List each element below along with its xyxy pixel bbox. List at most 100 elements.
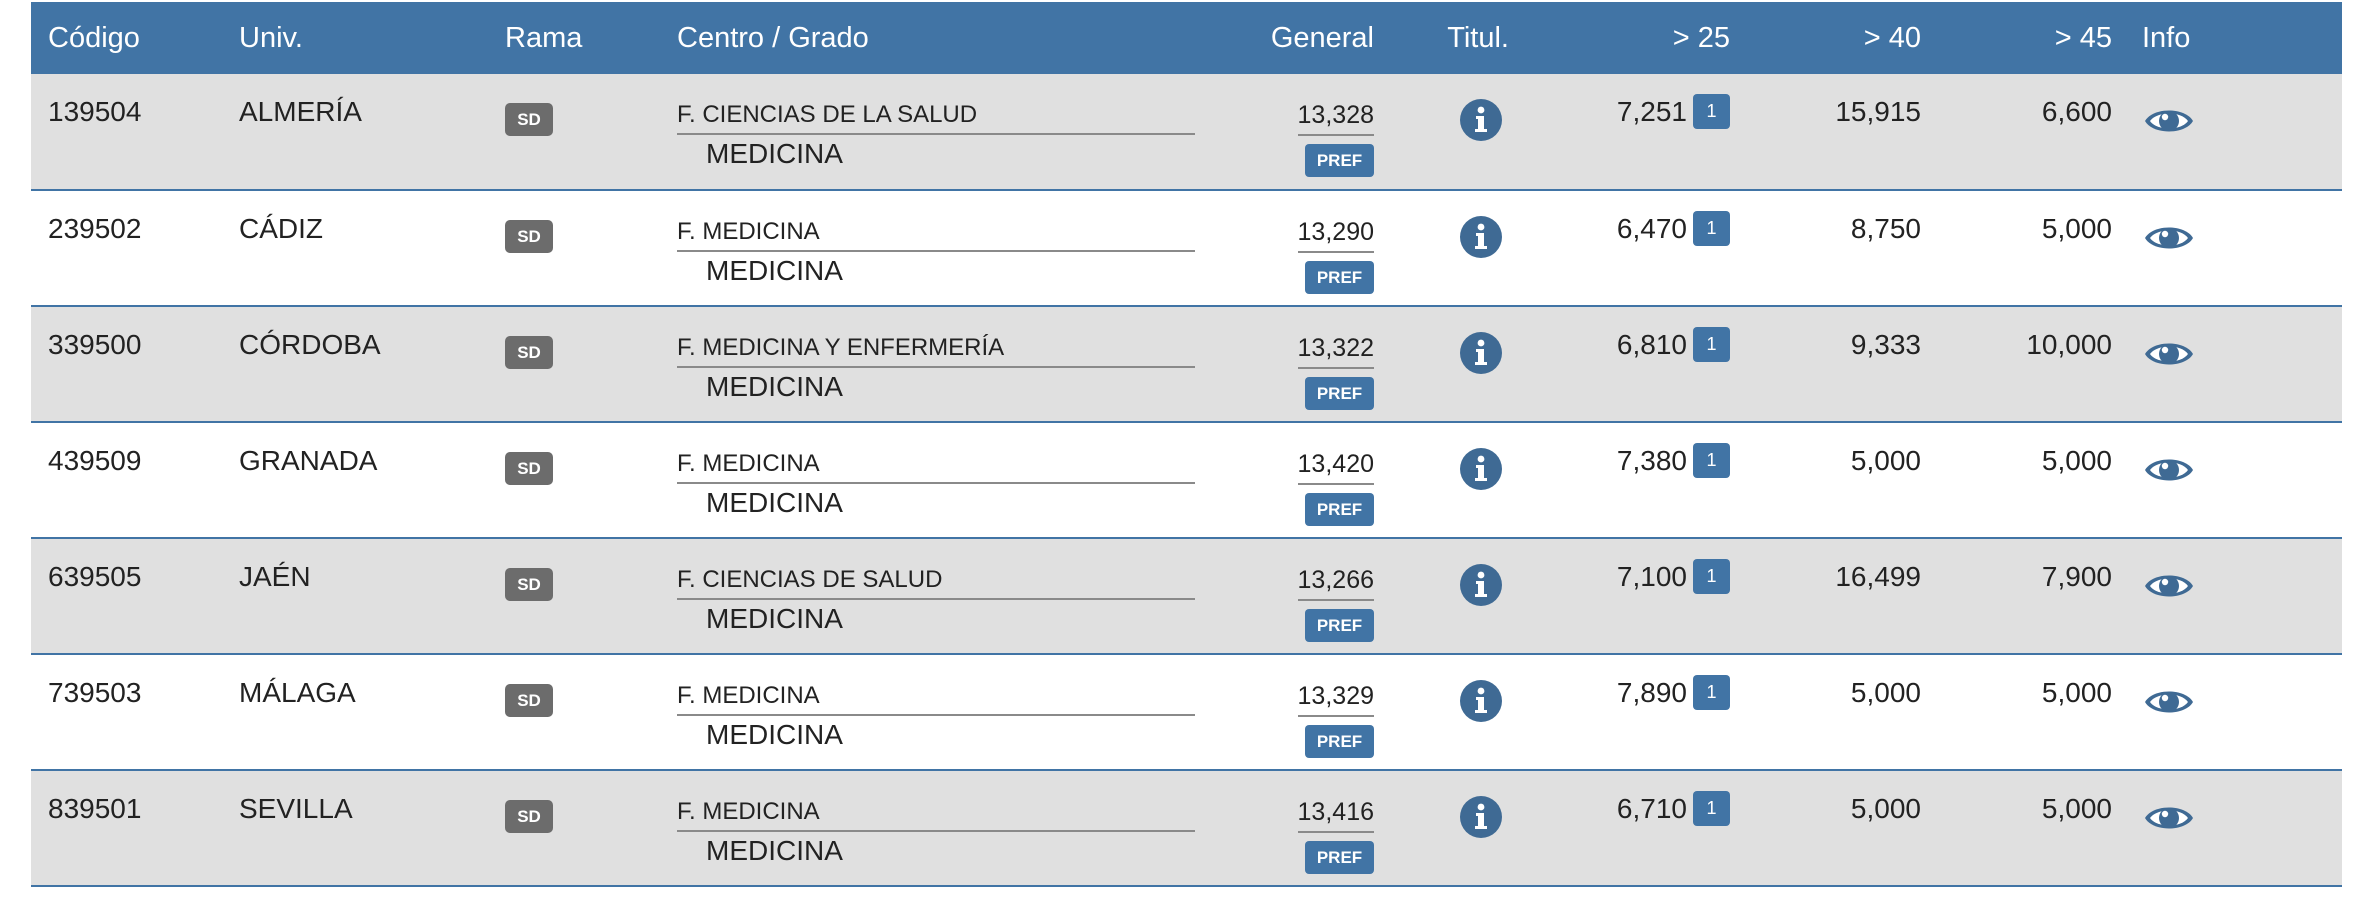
grado-label: MEDICINA bbox=[706, 138, 843, 169]
grado-label: MEDICINA bbox=[706, 835, 843, 866]
univ-cell: CÓRDOBA bbox=[239, 329, 381, 360]
general-group: 13,329 PREF bbox=[1297, 682, 1374, 758]
eye-icon-svg bbox=[2145, 807, 2193, 829]
header-centro-grado[interactable]: Centro / Grado bbox=[677, 21, 869, 54]
gt25-value: 6,810 bbox=[1616, 328, 1687, 360]
grado-label: MEDICINA bbox=[706, 487, 843, 518]
codigo-cell: 639505 bbox=[48, 561, 142, 592]
info-circle-icon-svg bbox=[1460, 796, 1502, 838]
gt25-value: 6,470 bbox=[1616, 212, 1687, 244]
gt45-cell: 10,000 bbox=[2026, 329, 2112, 360]
info-circle-icon[interactable] bbox=[1459, 563, 1503, 607]
pref-badge[interactable]: PREF bbox=[1305, 609, 1374, 642]
gt25-count-badge[interactable]: 1 bbox=[1693, 559, 1730, 594]
info-circle-icon[interactable] bbox=[1459, 679, 1503, 723]
eye-icon[interactable] bbox=[2143, 217, 2195, 259]
gt45-cell: 5,000 bbox=[2041, 677, 2112, 708]
header-codigo[interactable]: Código bbox=[48, 21, 140, 54]
gt45-cell: 7,900 bbox=[2041, 561, 2112, 592]
header-univ[interactable]: Univ. bbox=[239, 21, 303, 54]
pref-badge[interactable]: PREF bbox=[1305, 493, 1374, 526]
info-circle-icon[interactable] bbox=[1459, 795, 1503, 839]
info-circle-icon[interactable] bbox=[1459, 98, 1503, 142]
header-info[interactable]: Info bbox=[2142, 21, 2191, 54]
general-group: 13,416 PREF bbox=[1297, 798, 1374, 874]
gt25-value: 7,380 bbox=[1616, 444, 1687, 476]
univ-cell: SEVILLA bbox=[239, 793, 353, 824]
gt25-count-badge[interactable]: 1 bbox=[1693, 327, 1730, 362]
codigo-cell: 339500 bbox=[48, 329, 142, 360]
gt25-count-badge[interactable]: 1 bbox=[1693, 675, 1730, 710]
eye-icon-svg bbox=[2145, 227, 2193, 249]
eye-icon[interactable] bbox=[2143, 565, 2195, 607]
info-circle-icon-svg bbox=[1460, 332, 1502, 374]
general-group: 13,290 PREF bbox=[1297, 218, 1374, 294]
info-circle-icon[interactable] bbox=[1459, 447, 1503, 491]
general-group: 13,322 PREF bbox=[1297, 334, 1374, 410]
info-circle-icon-svg bbox=[1460, 99, 1502, 141]
general-value: 13,329 bbox=[1297, 682, 1374, 717]
gt25-count-badge[interactable]: 1 bbox=[1693, 94, 1730, 129]
gt25-count-badge[interactable]: 1 bbox=[1693, 211, 1730, 246]
header-gt45[interactable]: > 45 bbox=[2054, 21, 2112, 54]
gt25-value: 7,890 bbox=[1616, 676, 1687, 708]
eye-icon[interactable] bbox=[2143, 100, 2195, 142]
general-value: 13,416 bbox=[1297, 798, 1374, 833]
table-row: 239502 CÁDIZ SD F. MEDICINA MEDICINA 13,… bbox=[31, 190, 2342, 306]
rama-badge: SD bbox=[505, 336, 553, 369]
info-circle-icon[interactable] bbox=[1459, 331, 1503, 375]
header-gt40[interactable]: > 40 bbox=[1863, 21, 1921, 54]
gt45-cell: 6,600 bbox=[2041, 96, 2112, 127]
eye-icon[interactable] bbox=[2143, 333, 2195, 375]
info-circle-icon-svg bbox=[1460, 216, 1502, 258]
gt45-cell: 5,000 bbox=[2041, 445, 2112, 476]
eye-icon-svg bbox=[2145, 110, 2193, 132]
general-value: 13,290 bbox=[1297, 218, 1374, 253]
gt25-value: 6,710 bbox=[1616, 792, 1687, 824]
centro-label: F. MEDICINA bbox=[677, 218, 1195, 252]
gt25-group: 7,100 1 bbox=[1617, 559, 1730, 594]
grado-label: MEDICINA bbox=[706, 603, 843, 634]
gt25-count-badge[interactable]: 1 bbox=[1693, 443, 1730, 478]
header-rama[interactable]: Rama bbox=[505, 21, 583, 54]
gt25-group: 6,470 1 bbox=[1617, 211, 1730, 246]
info-circle-icon-svg bbox=[1460, 680, 1502, 722]
codigo-cell: 439509 bbox=[48, 445, 142, 476]
pref-badge[interactable]: PREF bbox=[1305, 725, 1374, 758]
pref-badge[interactable]: PREF bbox=[1305, 144, 1374, 177]
rama-badge: SD bbox=[505, 220, 553, 253]
eye-icon[interactable] bbox=[2143, 797, 2195, 839]
general-value: 13,322 bbox=[1297, 334, 1374, 369]
header-titul[interactable]: Titul. bbox=[1447, 21, 1509, 54]
univ-cell: MÁLAGA bbox=[239, 677, 356, 708]
info-circle-icon[interactable] bbox=[1459, 215, 1503, 259]
general-value: 13,420 bbox=[1297, 450, 1374, 485]
pref-badge[interactable]: PREF bbox=[1305, 377, 1374, 410]
general-value: 13,266 bbox=[1297, 566, 1374, 601]
centro-label: F. MEDICINA bbox=[677, 682, 1195, 716]
gt25-group: 7,251 1 bbox=[1617, 94, 1730, 129]
info-circle-icon-svg bbox=[1460, 448, 1502, 490]
pref-badge[interactable]: PREF bbox=[1305, 261, 1374, 294]
table-row: 739503 MÁLAGA SD F. MEDICINA MEDICINA 13… bbox=[31, 654, 2342, 770]
gt25-count-badge[interactable]: 1 bbox=[1693, 791, 1730, 826]
gt45-cell: 5,000 bbox=[2041, 793, 2112, 824]
header-gt25[interactable]: > 25 bbox=[1672, 21, 1730, 54]
eye-icon[interactable] bbox=[2143, 681, 2195, 723]
general-group: 13,266 PREF bbox=[1297, 566, 1374, 642]
rama-badge: SD bbox=[505, 452, 553, 485]
header-general[interactable]: General bbox=[1270, 21, 1374, 54]
pref-badge[interactable]: PREF bbox=[1305, 841, 1374, 874]
rama-badge: SD bbox=[505, 568, 553, 601]
gt40-cell: 9,333 bbox=[1850, 329, 1921, 360]
gt25-group: 7,890 1 bbox=[1617, 675, 1730, 710]
table-body: 139504 ALMERÍA SD F. CIENCIAS DE LA SALU… bbox=[31, 74, 2342, 886]
grado-label: MEDICINA bbox=[706, 719, 843, 750]
table-row: 439509 GRANADA SD F. MEDICINA MEDICINA 1… bbox=[31, 422, 2342, 538]
gt45-cell: 5,000 bbox=[2041, 213, 2112, 244]
grades-table-container: Código Univ. Rama Centro / Grado General… bbox=[31, 2, 2342, 887]
eye-icon[interactable] bbox=[2143, 449, 2195, 491]
rama-badge: SD bbox=[505, 800, 553, 833]
gt25-value: 7,251 bbox=[1616, 95, 1687, 127]
gt40-cell: 5,000 bbox=[1850, 677, 1921, 708]
